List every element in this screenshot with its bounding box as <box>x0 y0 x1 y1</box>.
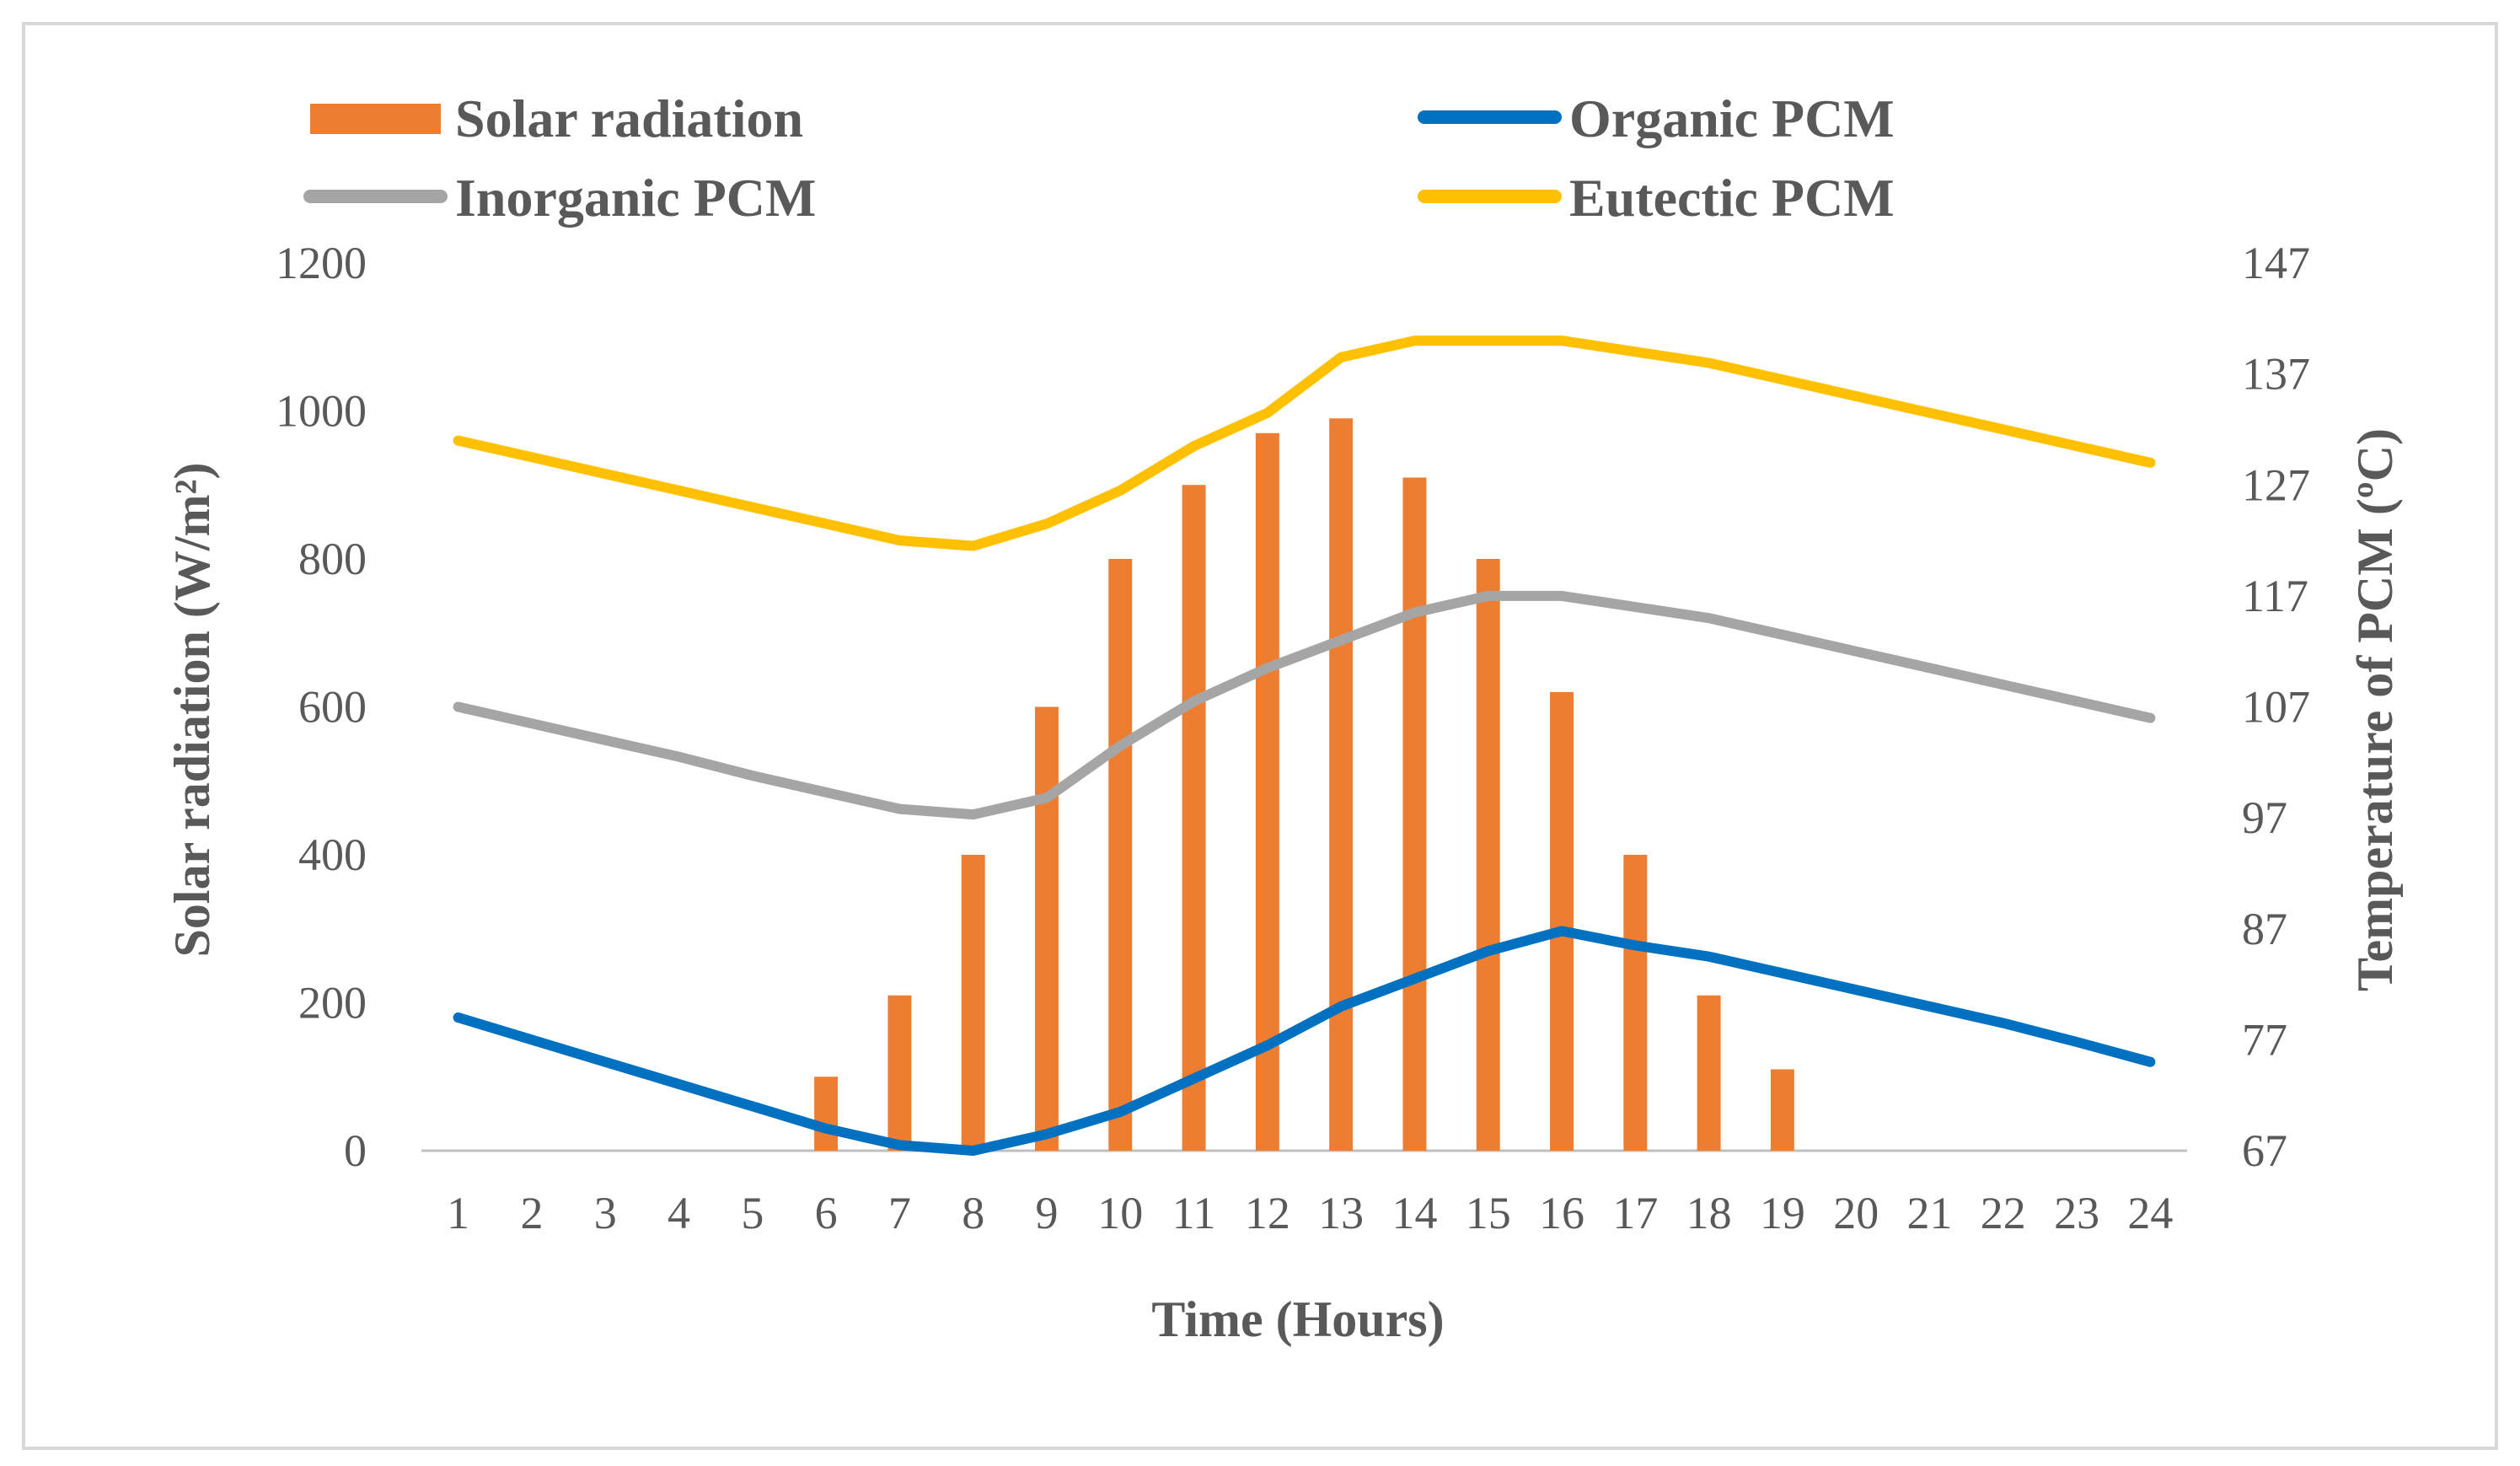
x-tick-label: 24 <box>2127 1188 2173 1238</box>
bar-solar-radiation-9 <box>1035 706 1059 1151</box>
bar-solar-radiation-8 <box>961 855 985 1151</box>
x-tick-label: 3 <box>594 1188 617 1238</box>
bar-solar-radiation-7 <box>887 995 912 1151</box>
legend: Solar radiation Organic PCM Inorganic PC… <box>303 89 1895 228</box>
x-tick-label: 6 <box>815 1188 838 1238</box>
x-axis-ticks: 1 2 3 4 5 6 7 8 9 10 11 12 13 14 15 16 17 18 19 20 21 22 23 24 <box>447 1188 2173 1238</box>
right-axis-ticks: 67 77 87 97 107 117 127 137 147 <box>2242 238 2310 1176</box>
solar-radiation-bars <box>814 418 1794 1151</box>
x-tick-label: 14 <box>1391 1188 1437 1238</box>
bar-solar-radiation-15 <box>1476 559 1500 1151</box>
y2-axis-title: Temperature of PCM (ºC) <box>2347 428 2403 991</box>
y2-tick-label: 147 <box>2242 238 2310 288</box>
x-tick-label: 11 <box>1172 1188 1216 1238</box>
x-tick-label: 8 <box>962 1188 984 1238</box>
line-organic-pcm <box>453 926 2156 1156</box>
pcm-temperature-lines <box>453 336 2156 1156</box>
bar-solar-radiation-18 <box>1697 995 1721 1151</box>
bar-solar-radiation-19 <box>1770 1069 1794 1151</box>
bar-solar-radiation-17 <box>1623 855 1648 1151</box>
legend-item-eutectic-pcm: Eutectic PCM <box>1418 168 1895 228</box>
x-tick-label: 21 <box>1906 1188 1952 1238</box>
y2-tick-label: 137 <box>2242 349 2310 400</box>
x-tick-label: 4 <box>668 1188 690 1238</box>
legend-label-organic-pcm: Organic PCM <box>1569 89 1895 148</box>
x-tick-label: 23 <box>2054 1188 2099 1238</box>
bar-solar-radiation-14 <box>1402 477 1427 1151</box>
line-inorganic-pcm <box>453 590 2156 820</box>
y2-tick-label: 77 <box>2242 1014 2287 1065</box>
x-tick-label: 19 <box>1760 1188 1805 1238</box>
y-tick-label: 400 <box>298 830 367 880</box>
x-axis-title: Time (Hours) <box>1151 1291 1444 1347</box>
legend-swatch-solar-radiation <box>310 104 441 134</box>
bar-solar-radiation-11 <box>1182 485 1206 1151</box>
legend-item-inorganic-pcm: Inorganic PCM <box>303 168 816 228</box>
x-tick-label: 1 <box>447 1188 469 1238</box>
x-tick-label: 22 <box>1981 1188 2026 1238</box>
y2-tick-label: 127 <box>2242 459 2310 510</box>
y-tick-label: 0 <box>344 1125 367 1176</box>
x-tick-label: 9 <box>1035 1188 1058 1238</box>
left-axis-ticks: 0 200 400 600 800 1000 1200 <box>276 238 367 1176</box>
bar-solar-radiation-13 <box>1329 418 1354 1151</box>
x-tick-label: 13 <box>1318 1188 1364 1238</box>
y2-tick-label: 67 <box>2242 1125 2287 1176</box>
x-tick-label: 18 <box>1686 1188 1732 1238</box>
x-tick-label: 7 <box>888 1188 911 1238</box>
legend-label-eutectic-pcm: Eutectic PCM <box>1569 168 1895 228</box>
y-tick-label: 200 <box>298 978 367 1028</box>
x-tick-label: 17 <box>1612 1188 1658 1238</box>
y-tick-label: 1200 <box>276 238 367 288</box>
bar-solar-radiation-6 <box>814 1077 839 1151</box>
y2-tick-label: 97 <box>2242 792 2287 843</box>
y-tick-label: 1000 <box>276 386 367 437</box>
x-tick-label: 5 <box>741 1188 764 1238</box>
bar-solar-radiation-12 <box>1255 432 1279 1151</box>
x-tick-label: 10 <box>1097 1188 1143 1238</box>
x-tick-label: 16 <box>1539 1188 1584 1238</box>
y2-tick-label: 107 <box>2242 682 2310 733</box>
y-tick-label: 800 <box>298 534 367 584</box>
legend-label-inorganic-pcm: Inorganic PCM <box>455 168 816 228</box>
legend-item-solar-radiation: Solar radiation <box>310 89 803 148</box>
bar-solar-radiation-10 <box>1108 559 1133 1151</box>
bar-solar-radiation-16 <box>1550 691 1574 1151</box>
legend-item-organic-pcm: Organic PCM <box>1418 89 1895 148</box>
x-tick-label: 15 <box>1466 1188 1511 1238</box>
x-tick-label: 20 <box>1833 1188 1879 1238</box>
y2-tick-label: 117 <box>2242 571 2308 621</box>
y-axis-title: Solar radiation (W/m²) <box>164 463 220 958</box>
legend-label-solar-radiation: Solar radiation <box>455 89 803 148</box>
x-tick-label: 2 <box>520 1188 543 1238</box>
x-tick-label: 12 <box>1245 1188 1290 1238</box>
y2-tick-label: 87 <box>2242 904 2287 954</box>
line-eutectic-pcm <box>453 336 2156 551</box>
y-tick-label: 600 <box>298 682 367 733</box>
